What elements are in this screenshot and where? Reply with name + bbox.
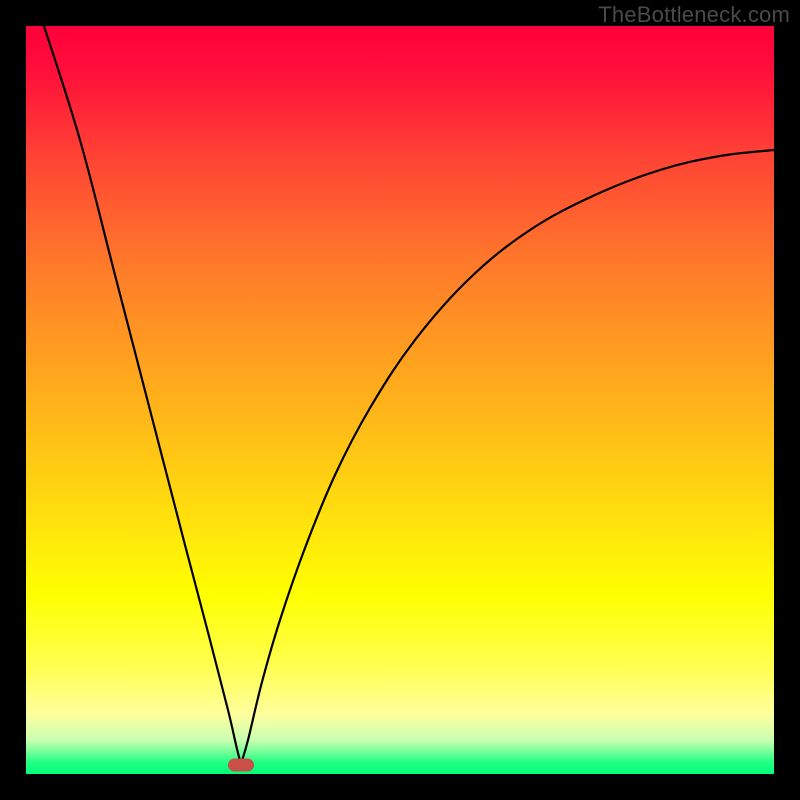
plot-gradient-background	[26, 26, 774, 774]
chart-container: TheBottleneck.com	[0, 0, 800, 800]
watermark-text: TheBottleneck.com	[598, 2, 790, 28]
